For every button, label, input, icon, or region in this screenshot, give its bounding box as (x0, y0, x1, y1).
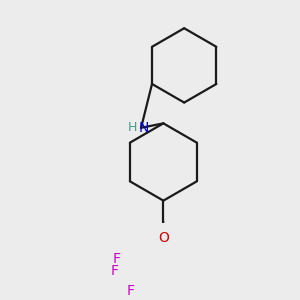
Text: F: F (127, 284, 135, 298)
Text: F: F (112, 252, 121, 266)
Text: O: O (158, 231, 169, 245)
Text: N: N (139, 121, 149, 135)
Text: F: F (111, 264, 119, 278)
Text: H: H (128, 121, 137, 134)
